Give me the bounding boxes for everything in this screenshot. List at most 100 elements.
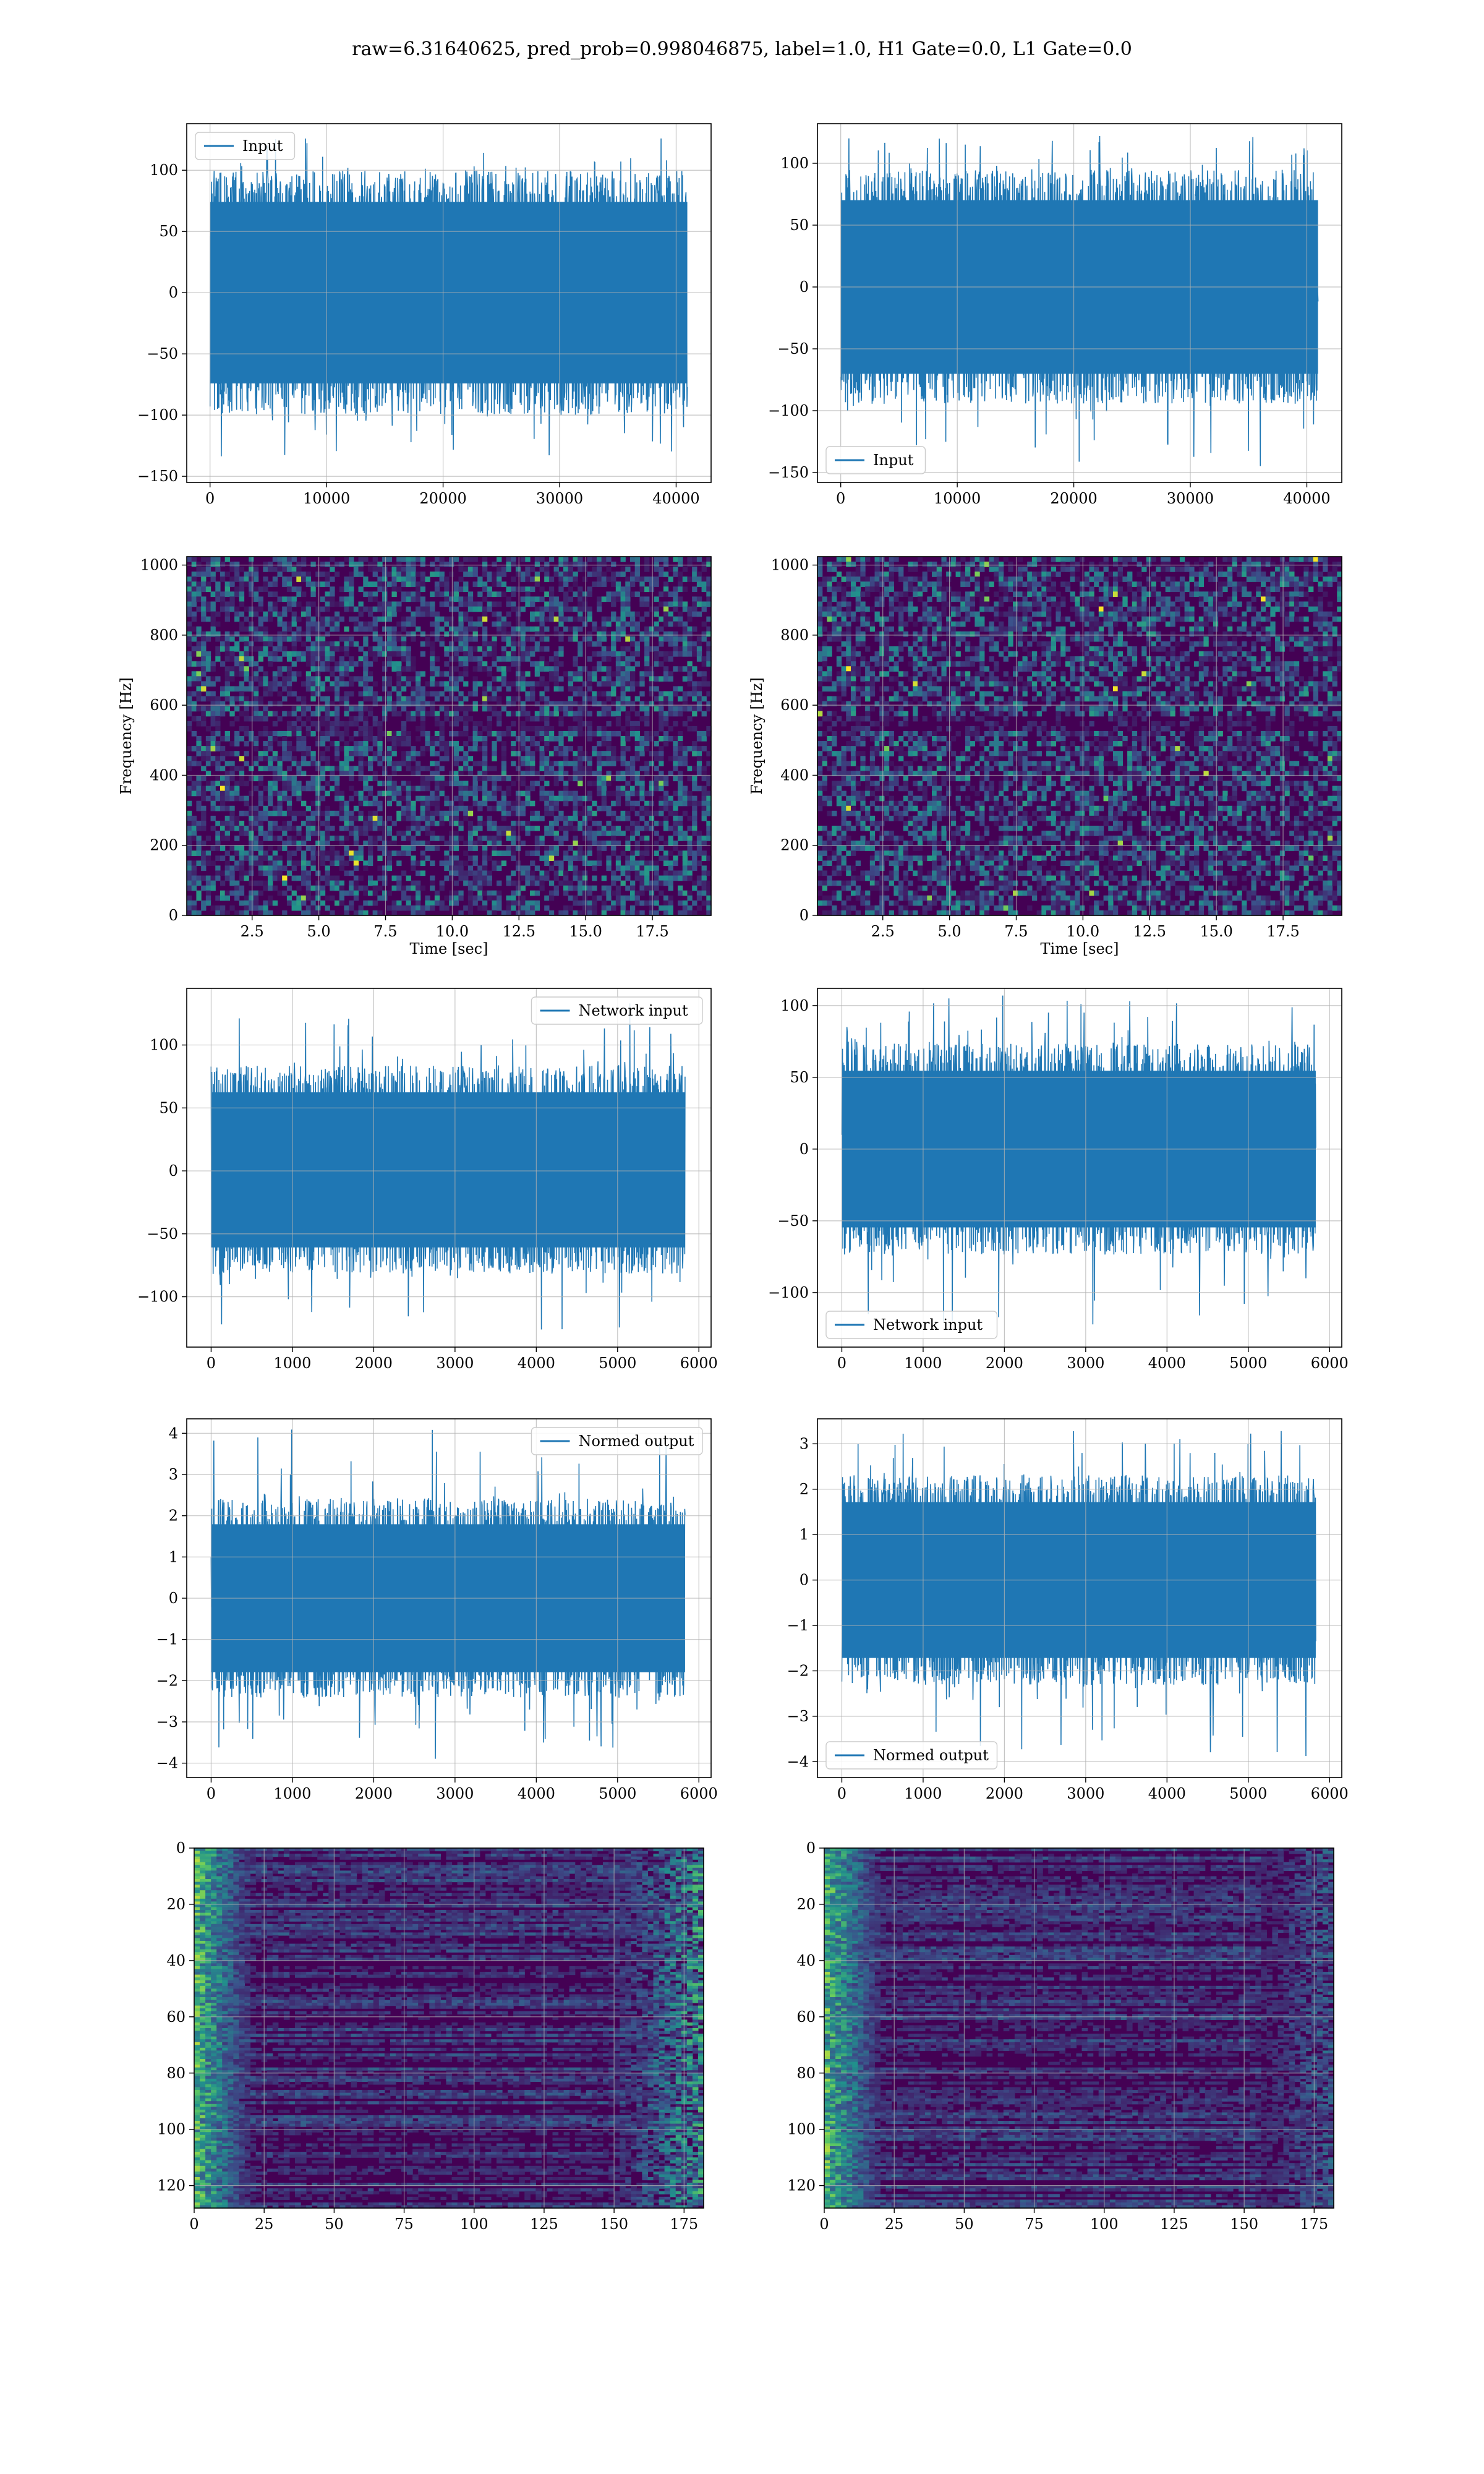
- heatmap-cell: [411, 766, 416, 771]
- heatmap-cell: [310, 761, 315, 766]
- heatmap-cell: [254, 741, 258, 747]
- heatmap-cell: [387, 627, 392, 632]
- heatmap-cell: [254, 591, 258, 597]
- heatmap-cell: [325, 591, 330, 597]
- heatmap-cell: [611, 581, 616, 587]
- heatmap-cell: [273, 686, 278, 691]
- heatmap-cell: [315, 631, 320, 637]
- heatmap-cell: [683, 756, 688, 761]
- heatmap-cell: [225, 865, 230, 871]
- heatmap-cell: [477, 661, 482, 667]
- heatmap-cell: [654, 751, 659, 756]
- heatmap-cell: [692, 681, 697, 687]
- heatmap-cell: [196, 826, 201, 831]
- heatmap-cell: [630, 836, 635, 841]
- heatmap-cell: [597, 602, 602, 607]
- heatmap-cell: [625, 791, 630, 797]
- heatmap-cell: [827, 901, 832, 906]
- heatmap-cell: [449, 666, 454, 672]
- heatmap-cell: [220, 791, 225, 797]
- heatmap-cell: [287, 746, 292, 751]
- heatmap-cell: [254, 631, 258, 637]
- heatmap-cell: [635, 576, 640, 582]
- heatmap-cell: [349, 766, 354, 771]
- heatmap-cell: [554, 891, 559, 896]
- heatmap-cell: [306, 761, 311, 766]
- heatmap-cell: [187, 886, 192, 891]
- heatmap-cell: [391, 751, 396, 756]
- heatmap-cell: [310, 711, 315, 717]
- heatmap-cell: [692, 786, 697, 792]
- heatmap-cell: [644, 850, 649, 856]
- heatmap-cell: [539, 557, 544, 562]
- heatmap-cell: [625, 876, 630, 881]
- heatmap-cell: [832, 596, 837, 602]
- heatmap-cell: [702, 806, 707, 811]
- heatmap-cell: [391, 602, 396, 607]
- heatmap-cell: [692, 886, 697, 891]
- heatmap-cell: [201, 786, 206, 792]
- heatmap-cell: [268, 741, 273, 747]
- heatmap-cell: [621, 756, 626, 761]
- heatmap-cell: [359, 886, 364, 891]
- heatmap-cell: [234, 696, 239, 702]
- heatmap-cell: [592, 831, 597, 836]
- heatmap-cell: [544, 696, 549, 702]
- heatmap-cell: [635, 736, 640, 742]
- heatmap-cell: [458, 731, 463, 737]
- heatmap-cell: [440, 821, 445, 826]
- heatmap-cell: [359, 776, 364, 781]
- heatmap-cell: [549, 806, 554, 811]
- x-tick-label: 17.5: [636, 923, 668, 940]
- heatmap-cell: [401, 811, 406, 816]
- heatmap-cell: [306, 676, 311, 682]
- heatmap-cell: [635, 821, 640, 826]
- heatmap-cell: [621, 761, 626, 766]
- heatmap-cell: [678, 636, 683, 642]
- heatmap-cell: [477, 826, 482, 831]
- x-tick-label: 0: [205, 490, 215, 507]
- heatmap-cell: [625, 686, 630, 691]
- heatmap-cell: [625, 801, 630, 807]
- heatmap-cell: [206, 786, 211, 792]
- heatmap-cell: [644, 562, 649, 567]
- heatmap-cell: [310, 661, 315, 667]
- heatmap-cell: [668, 756, 673, 761]
- heatmap-cell: [444, 781, 449, 787]
- heatmap-cell: [630, 656, 635, 662]
- heatmap-cell: [339, 646, 344, 652]
- heatmap-cell: [406, 781, 411, 787]
- heatmap-cell: [621, 681, 626, 687]
- heatmap-cell: [344, 607, 349, 612]
- heatmap-cell: [549, 576, 554, 582]
- heatmap-cell: [211, 557, 216, 562]
- heatmap-cell: [544, 706, 549, 712]
- heatmap-cell: [602, 831, 607, 836]
- heatmap-cell: [468, 786, 473, 792]
- heatmap-cell: [683, 791, 688, 797]
- heatmap-cell: [277, 571, 282, 577]
- heatmap-cell: [196, 751, 201, 756]
- heatmap-cell: [673, 617, 678, 622]
- heatmap-cell: [630, 651, 635, 657]
- heatmap-cell: [663, 612, 668, 617]
- heatmap-cell: [568, 726, 573, 732]
- heatmap-cell: [463, 731, 468, 737]
- heatmap-cell: [683, 651, 688, 657]
- heatmap-cell: [396, 786, 401, 792]
- heatmap-cell: [544, 681, 549, 687]
- heatmap-cell: [549, 821, 554, 826]
- heatmap-cell: [239, 651, 244, 657]
- heatmap-cell: [506, 850, 511, 856]
- heatmap-cell: [549, 602, 554, 607]
- heatmap-cell: [639, 706, 644, 712]
- heatmap-cell: [697, 671, 702, 677]
- heatmap-cell: [335, 622, 339, 627]
- heatmap-cell: [416, 886, 420, 891]
- heatmap-cell: [530, 881, 535, 886]
- heatmap-cell: [702, 567, 707, 572]
- heatmap-cell: [430, 746, 435, 751]
- heatmap-cell: [521, 811, 526, 816]
- heatmap-cell: [220, 831, 225, 836]
- heatmap-cell: [320, 811, 325, 816]
